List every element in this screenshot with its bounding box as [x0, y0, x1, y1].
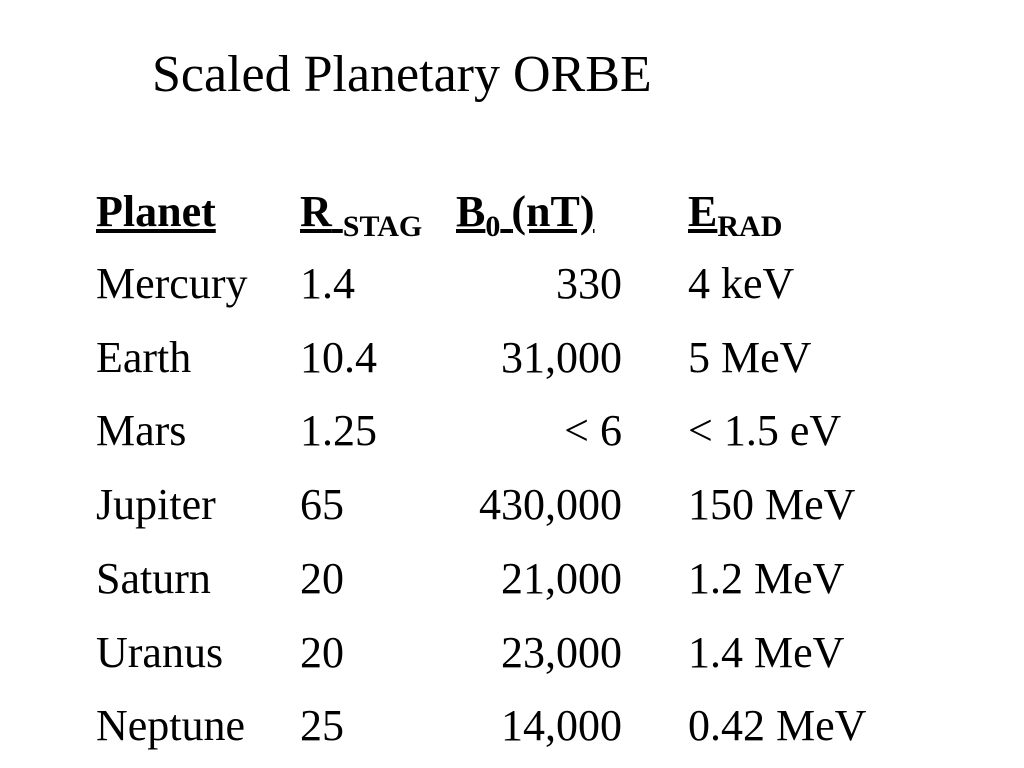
header-text: B	[456, 187, 486, 236]
table-cell: < 1.5 eV	[688, 406, 842, 456]
table-cell: 65	[300, 480, 344, 530]
planet-name: Earth	[96, 332, 192, 382]
table-cell: < 6	[564, 406, 622, 456]
table-cell: 1.4	[300, 259, 355, 308]
table-cell: 330	[556, 259, 622, 308]
table-cell: 1.4 MeV	[688, 627, 845, 677]
table-cell: 4 keV	[688, 259, 795, 308]
table-cell: 5 MeV	[688, 332, 812, 382]
table-cell: 150 MeV	[688, 480, 856, 530]
table-cell: 31,000	[501, 332, 622, 382]
table-cell: 10.4	[300, 332, 377, 382]
table-cell: 21,000	[501, 553, 622, 603]
slide-title: Scaled Planetary ORBE	[152, 46, 652, 103]
column-header: Planet	[96, 190, 296, 234]
table-cell: 20	[300, 553, 344, 603]
table-cell: 1.25	[300, 406, 377, 456]
table-cell: 0.42 MeV	[688, 701, 867, 751]
planet-name: Mars	[96, 406, 187, 456]
header-text: R	[300, 187, 332, 236]
header-subscript: STAG	[342, 210, 423, 243]
header-subscript: RAD	[717, 210, 783, 243]
table-cell: 25	[300, 701, 344, 751]
table-cell: 430,000	[479, 480, 622, 530]
header-subscript: 0	[485, 210, 501, 243]
table-cell: 14,000	[501, 701, 622, 751]
column-header: ERAD	[688, 190, 988, 242]
planet-name: Mercury	[96, 259, 248, 308]
header-text: E	[688, 187, 718, 236]
planet-name: Saturn	[96, 553, 211, 603]
table-cell: 23,000	[501, 627, 622, 677]
planet-name: Uranus	[96, 627, 224, 677]
planet-name: Jupiter	[96, 480, 216, 530]
table-cell: 20	[300, 627, 344, 677]
header-suffix: (nT)	[511, 187, 595, 236]
planet-name: Neptune	[96, 701, 246, 751]
header-text: Planet	[96, 187, 216, 236]
table-cell: 1.2 MeV	[688, 553, 845, 603]
column-header: R STAG	[300, 190, 450, 242]
column-header: B0 (nT)	[456, 190, 658, 242]
